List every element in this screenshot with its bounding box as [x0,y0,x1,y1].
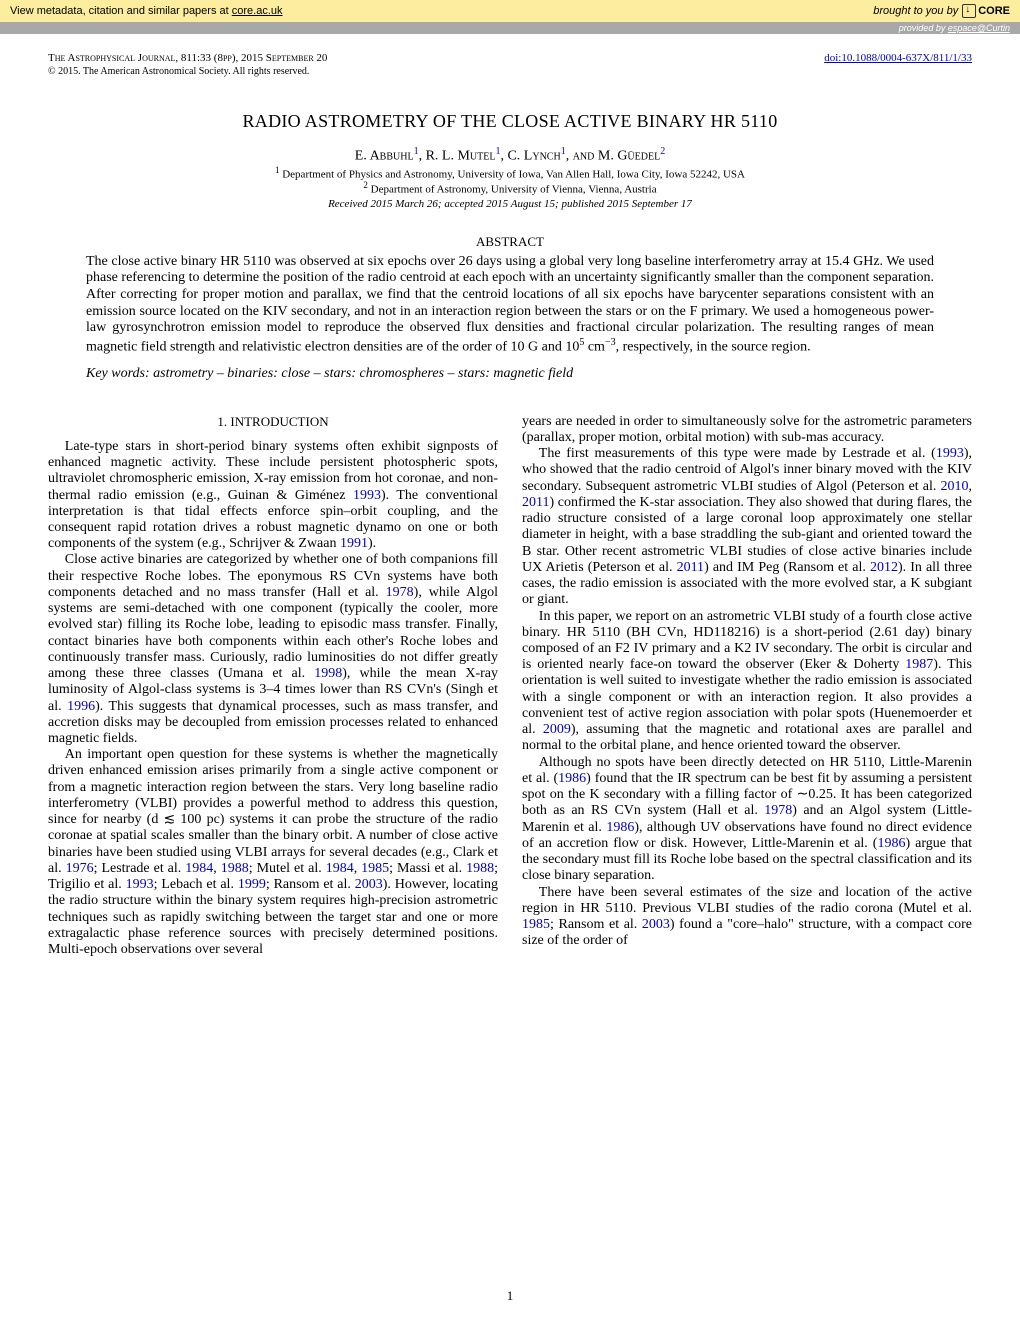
copyright: © 2015. The American Astronomical Societ… [48,66,972,77]
doi-link[interactable]: doi:10.1088/0004-637X/811/1/33 [824,52,972,64]
core-brought-by: brought to you by [873,5,958,17]
espace-banner: provided by espace@Curtin [0,22,1020,34]
core-icon [962,4,976,18]
para-r2: The first measurements of this type were… [522,446,972,608]
espace-prefix: provided by [899,23,948,33]
core-link[interactable]: core.ac.uk [232,5,283,17]
journal-ref: The Astrophysical Journal, 811:33 (8pp),… [48,52,327,64]
page-content: The Astrophysical Journal, 811:33 (8pp),… [0,34,1020,978]
core-banner-left: View metadata, citation and similar pape… [10,5,283,17]
column-left: 1. INTRODUCTION Late-type stars in short… [48,414,498,959]
header-row: The Astrophysical Journal, 811:33 (8pp),… [48,52,972,64]
para-r1: years are needed in order to simultaneou… [522,414,972,446]
para-1: Late-type stars in short-period binary s… [48,439,498,553]
authors: E. Abbuhl1, R. L. Mutel1, C. Lynch1, and… [48,146,972,165]
core-banner: View metadata, citation and similar pape… [0,0,1020,22]
keywords: Key words: astrometry – binaries: close … [86,366,934,382]
column-right: years are needed in order to simultaneou… [522,414,972,959]
para-r4: Although no spots have been directly det… [522,755,972,885]
page-number: 1 [0,1288,1020,1304]
core-logo[interactable]: CORE [962,4,1010,18]
keywords-label: Key words: [86,366,150,381]
para-3: An important open question for these sys… [48,747,498,958]
para-r5: There have been several estimates of the… [522,885,972,950]
paper-dates: Received 2015 March 26; accepted 2015 Au… [48,198,972,210]
abstract-heading: ABSTRACT [48,234,972,250]
abstract-text: The close active binary HR 5110 was obse… [86,254,934,356]
keywords-text: astrometry – binaries: close – stars: ch… [150,366,573,381]
core-banner-prefix: View metadata, citation and similar pape… [10,5,232,17]
section-1-heading: 1. INTRODUCTION [48,414,498,429]
body-columns: 1. INTRODUCTION Late-type stars in short… [48,414,972,959]
paper-title: RADIO ASTROMETRY OF THE CLOSE ACTIVE BIN… [48,111,972,132]
affiliation-1: 1 Department of Physics and Astronomy, U… [48,165,972,181]
para-r3: In this paper, we report on an astrometr… [522,609,972,755]
core-banner-right: brought to you by CORE [873,4,1010,18]
espace-link[interactable]: espace@Curtin [948,23,1010,33]
affiliation-2: 2 Department of Astronomy, University of… [48,180,972,196]
core-logo-text: CORE [978,5,1010,17]
para-2: Close active binaries are categorized by… [48,552,498,747]
